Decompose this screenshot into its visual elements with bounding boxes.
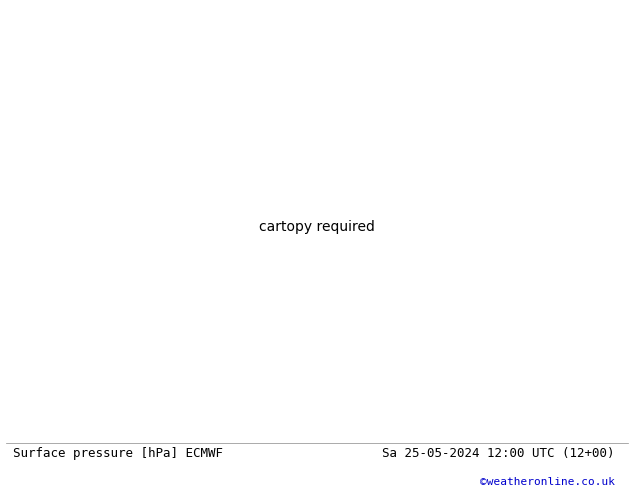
Text: Surface pressure [hPa] ECMWF: Surface pressure [hPa] ECMWF	[13, 447, 223, 461]
Text: ©weatheronline.co.uk: ©weatheronline.co.uk	[480, 477, 615, 487]
Text: Sa 25-05-2024 12:00 UTC (12+00): Sa 25-05-2024 12:00 UTC (12+00)	[382, 447, 615, 461]
Text: cartopy required: cartopy required	[259, 220, 375, 234]
